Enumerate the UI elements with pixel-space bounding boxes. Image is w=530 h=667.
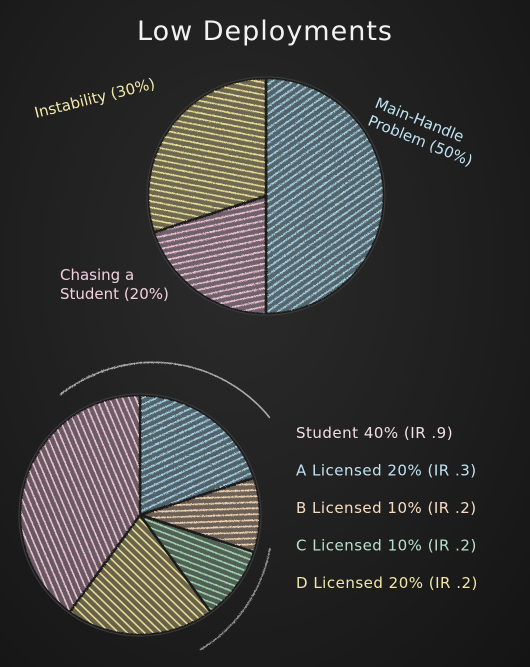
pie2-slice-c-licensed-10-ir-2-wedge	[136, 512, 256, 614]
pie1-label-instability-30: Instability (30%)	[33, 75, 157, 122]
pie1-outline	[146, 76, 386, 316]
pie2-slice-b-licensed-10-ir-2-wedge	[135, 476, 262, 554]
pie2-slice-c-licensed-10-ir-2	[136, 512, 256, 614]
pie2-slice-a-licensed-20-ir-3	[138, 393, 256, 517]
legend-item-c-licensed-10-ir-2: C Licensed 10% (IR .2)	[296, 537, 477, 555]
legend-item-b-licensed-10-ir-2: B Licensed 10% (IR .2)	[296, 499, 477, 517]
pie2-slice-student-40-ir-9	[18, 393, 142, 614]
pie1-slice-instability-30-wedge	[146, 76, 268, 235]
pie1-slice-instability-30	[146, 76, 268, 235]
pie1-slice-main-handle-problem-50-wedge	[264, 76, 386, 316]
pie1-label-chasing-a-student-20: Chasing a Student (20%)	[60, 266, 169, 303]
legend: Student 40% (IR .9) A Licensed 20% (IR .3…	[296, 424, 478, 592]
pie2-slice-student-40-ir-9-wedge	[18, 393, 142, 614]
pie2-slice-d-licensed-20-ir-2	[67, 512, 213, 637]
pie1-label-main-handle-problem-50: Main-HandleProblem (50%)	[365, 94, 482, 170]
legend-item-d-licensed-20-ir-2: D Licensed 20% (IR .2)	[296, 574, 478, 592]
pie1-slice-chasing-a-student-20-wedge	[152, 194, 268, 316]
pie1-slice-main-handle-problem-50	[264, 76, 386, 316]
pie-chart-top: Main-HandleProblem (50%) Chasing a Student…	[33, 75, 482, 316]
legend-item-a-licensed-20-ir-3: A Licensed 20% (IR .3)	[296, 462, 477, 480]
legend-item-student-40-ir-9: Student 40% (IR .9)	[296, 424, 453, 442]
pie2-slice-b-licensed-10-ir-2	[135, 476, 262, 554]
chalk-arc-bottom	[199, 547, 271, 651]
pie1-slice-chasing-a-student-20	[152, 194, 268, 316]
chalk-arc-top	[59, 361, 271, 419]
pie2-outline	[18, 393, 262, 637]
pie2-slice-d-licensed-20-ir-2-wedge	[67, 512, 213, 637]
pie-chart-bottom	[18, 361, 271, 651]
chart-title: Low Deployments	[137, 16, 393, 47]
pie2-slice-a-licensed-20-ir-3-wedge	[138, 393, 256, 517]
